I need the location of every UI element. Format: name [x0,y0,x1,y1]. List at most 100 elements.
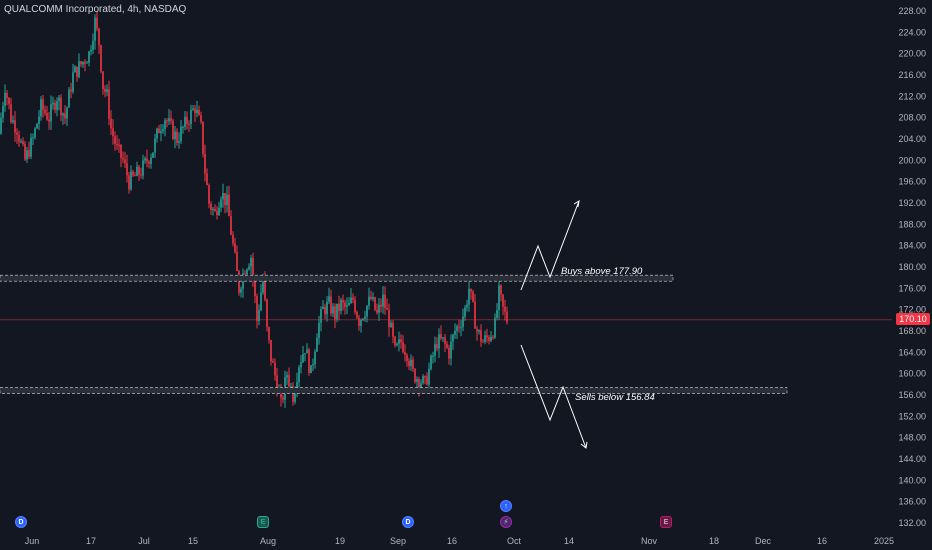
candle-body [48,119,50,122]
y-tick-label: 188.00 [898,219,926,229]
candle-body [2,106,4,118]
y-tick-label: 228.00 [898,6,926,16]
candle-body [298,367,300,383]
candle-body [126,163,128,176]
candle-body [330,296,332,314]
earnings-event-jul[interactable]: E [257,516,269,528]
candle-body [16,132,18,135]
candle-body [98,28,100,46]
candle-body [80,61,82,65]
candle-body [146,158,148,162]
candle-body [360,319,362,327]
candle-body [66,107,68,119]
candle-body [336,303,338,320]
dividend-event-sep[interactable]: D [402,516,414,528]
candle-body [250,257,252,267]
candle-body [290,386,292,388]
candle-body [376,309,378,313]
earnings-event-oct[interactable]: E [660,516,672,528]
candle-body [480,330,482,342]
y-tick-label: 184.00 [898,241,926,251]
candle-body [430,355,432,369]
candle-body [258,310,260,321]
x-tick-label: Aug [260,536,276,546]
candle-body [120,144,122,158]
candle-body [104,89,106,93]
candle-body [6,92,8,98]
candle-body [478,330,480,332]
y-tick-label: 180.00 [898,262,926,272]
candle-body [482,341,484,343]
split-event-sep[interactable]: ⚡ [500,516,512,528]
candle-body [340,299,342,312]
candle-body [68,89,70,108]
candle-body [174,131,176,139]
candle-body [322,306,324,310]
candle-body [488,337,490,341]
y-tick-label: 132.00 [898,518,926,528]
candle-body [414,369,416,382]
candle-body [136,166,138,176]
candle-body [282,397,284,400]
candle-body [400,339,402,343]
candle-body [428,368,430,385]
candle-body [286,375,288,378]
y-axis: 228.00 224.00 220.00 216.00 212.00 208.00 204.… [898,6,926,528]
candle-body [158,128,160,134]
candle-body [490,336,492,341]
candle-body [130,171,132,190]
x-tick-label: Nov [641,536,658,546]
candle-body [314,351,316,365]
candle-body [240,288,242,293]
candle-body [354,299,356,313]
candle-body [256,296,258,321]
levels [0,274,892,394]
candle-body [52,102,54,105]
candles [0,11,508,408]
candle-body [4,92,6,107]
x-tick-label: 19 [335,536,345,546]
candle-body [230,216,232,235]
y-tick-label: 224.00 [898,27,926,37]
y-tick-label: 156.00 [898,390,926,400]
candle-body [32,137,34,139]
dividend-event-jun[interactable]: D [15,516,27,528]
candle-body [76,66,78,77]
candle-body [198,109,200,116]
y-tick-label: 196.00 [898,177,926,187]
candle-body [24,144,26,160]
candle-body [450,341,452,359]
candle-body [206,173,208,186]
candle-body [408,360,410,366]
candle-body [60,97,62,116]
candle-body [460,327,462,329]
candle-body [476,328,478,332]
candle-body [348,302,350,306]
candle-body [100,45,102,72]
candle-body [300,362,302,368]
upgrade-event-sep[interactable]: ↑ [500,500,512,512]
candle-body [200,115,202,122]
candle-body [134,175,136,177]
candle-body [440,334,442,339]
x-axis: Jun 17 Jul 15 Aug 19 Sep 16 Oct 14 Nov 18 Dec 16 2025 [25,536,894,546]
candle-body [274,362,276,376]
candle-body [436,344,438,349]
candle-body [332,306,334,314]
candle-body [218,207,220,216]
candle-body [84,61,86,64]
candle-body [472,291,474,302]
candle-body [102,71,104,90]
candle-body [382,294,384,307]
candle-body [446,343,448,348]
candle-body [396,343,398,346]
y-tick-label: 148.00 [898,433,926,443]
candle-body [226,194,228,206]
y-tick-label: 152.00 [898,411,926,421]
candle-body [308,349,310,374]
candle-body [56,101,58,110]
candle-body [378,304,380,313]
candle-body [356,312,358,318]
candle-body [118,144,120,146]
